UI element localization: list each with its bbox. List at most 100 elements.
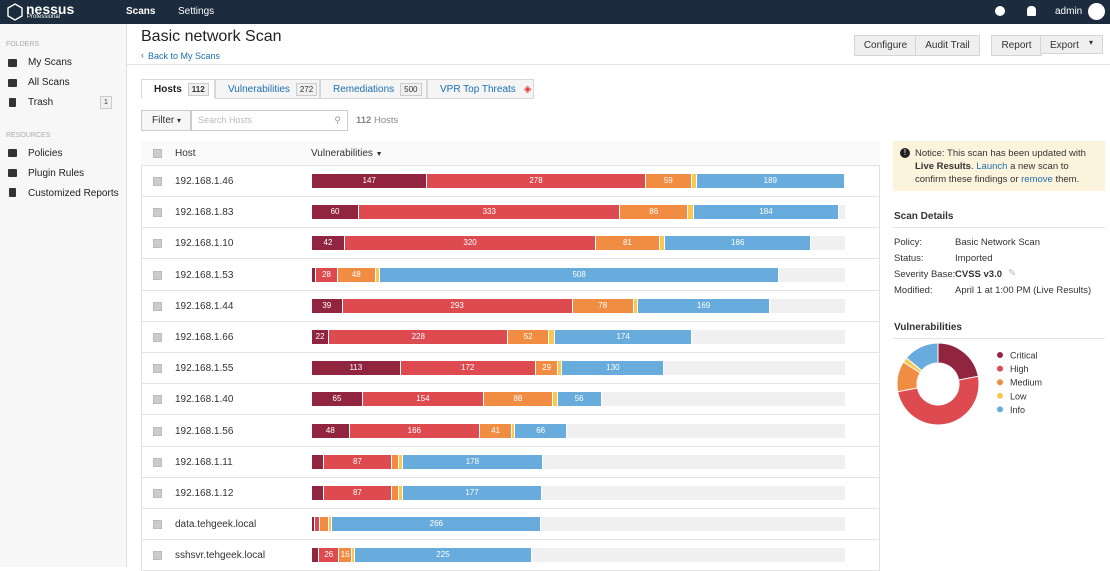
- sidebar-link[interactable]: Trash: [28, 97, 54, 108]
- logo: nessus: [26, 1, 75, 17]
- sidebar-link[interactable]: Plugin Rules: [28, 168, 85, 179]
- host-name: 192.168.1.46: [175, 176, 234, 187]
- sidebar-link[interactable]: Policies: [28, 148, 63, 159]
- button[interactable]: Audit Trail: [915, 35, 980, 56]
- tab[interactable]: Hosts 112: [141, 79, 215, 99]
- back-link[interactable]: Back to My Scans: [148, 51, 221, 61]
- severity-bar: [312, 548, 320, 563]
- checkbox[interactable]: [153, 208, 162, 218]
- sidebar-heading: RESOURCES: [6, 132, 51, 139]
- table-row[interactable]: 192.168.1.83 60 333 86 184: [141, 197, 880, 229]
- checkbox[interactable]: [153, 301, 162, 311]
- host-name: 192.168.1.12: [175, 488, 234, 499]
- tab[interactable]: Remediations 500: [320, 79, 427, 99]
- result-count: 112 Hosts: [356, 115, 398, 126]
- table-row[interactable]: 192.168.1.10 42 320 81 186: [141, 228, 880, 260]
- detail-value: April 1 at 1:00 PM (Live Results): [955, 285, 1092, 296]
- column-header[interactable]: Vulnerabilities ▼: [311, 148, 383, 159]
- sidebar-link[interactable]: My Scans: [28, 57, 72, 68]
- severity-bar: [399, 486, 404, 500]
- search-input[interactable]: Search Hosts ⚲: [191, 110, 348, 131]
- table-row[interactable]: 192.168.1.12 87 177: [141, 478, 880, 509]
- host-name: 192.168.1.55: [175, 363, 234, 375]
- bar-label: 184: [759, 207, 773, 217]
- sidebar-link[interactable]: Customized Reports: [28, 188, 119, 199]
- checkbox[interactable]: [153, 239, 162, 249]
- notice-text: a new scan to confirm these findings or: [915, 161, 1069, 185]
- checkbox[interactable]: [153, 520, 162, 530]
- checkbox[interactable]: [153, 457, 162, 467]
- button[interactable]: Export: [1040, 35, 1103, 54]
- bar-label: 113: [349, 363, 363, 373]
- bell-icon[interactable]: [1027, 6, 1036, 16]
- severity-bar: 78: [572, 298, 634, 313]
- checkbox[interactable]: [153, 551, 162, 561]
- bar-label: 87: [352, 456, 362, 466]
- checkbox[interactable]: [153, 426, 162, 436]
- remove-link[interactable]: remove: [1021, 174, 1053, 185]
- checkbox[interactable]: [153, 270, 162, 280]
- bar-track: 48 166 41 66: [312, 423, 845, 438]
- severity-bar: 154: [363, 392, 484, 407]
- severity-bar: 320: [344, 236, 597, 251]
- edition: Professional: [27, 14, 61, 20]
- vulnerabilities-chart: Critical High Medium Low Info: [896, 342, 1042, 426]
- severity-bar: 22: [312, 330, 330, 344]
- bar-label: 266: [429, 519, 443, 529]
- checkbox[interactable]: [153, 177, 162, 186]
- button[interactable]: Configure: [854, 35, 917, 56]
- severity-bar: 130: [562, 361, 665, 376]
- table-row[interactable]: 192.168.1.40 65 154 88 56: [141, 384, 880, 416]
- checkbox[interactable]: [153, 149, 162, 158]
- filter-button[interactable]: Filter ▾: [141, 110, 191, 131]
- detail-label: Policy:: [894, 237, 922, 248]
- nav-tab[interactable]: Scans: [126, 6, 156, 17]
- shield-icon: ◈: [523, 84, 532, 95]
- table-row[interactable]: 192.168.1.66 22 228 52 174: [141, 322, 880, 353]
- severity-bar: 166: [349, 423, 480, 438]
- bar-label: 59: [663, 176, 673, 185]
- table-row[interactable]: 192.168.1.11 87 178: [141, 447, 880, 478]
- checkbox[interactable]: [153, 364, 162, 374]
- table-row[interactable]: 192.168.1.55 113 172 29 130: [141, 353, 880, 385]
- back-arrow[interactable]: ‹: [141, 50, 144, 60]
- table-row[interactable]: data.tehgeek.local 266: [141, 509, 880, 541]
- host-name: sshsvr.tehgeek.local: [175, 550, 266, 562]
- edit-icon[interactable]: ✎: [1008, 268, 1017, 279]
- severity-bar: [633, 298, 638, 313]
- table-row[interactable]: sshsvr.tehgeek.local 26 16 225: [141, 540, 880, 571]
- severity-bar: [315, 517, 320, 532]
- severity-bar: 293: [342, 298, 573, 313]
- table-header: Host Vulnerabilities ▼: [141, 141, 880, 166]
- help-icon[interactable]: [995, 6, 1005, 16]
- severity-bar: 42: [312, 236, 345, 251]
- bar-label: 22: [315, 332, 325, 341]
- bar-label: 42: [323, 238, 333, 248]
- dropdown-caret[interactable]: ▾: [1089, 38, 1094, 47]
- checkbox[interactable]: [153, 395, 162, 405]
- launch-link[interactable]: Launch: [976, 161, 1008, 172]
- table-row[interactable]: 192.168.1.56 48 166 41 66: [141, 416, 880, 447]
- table-row[interactable]: 192.168.1.46 147 278 59 189: [141, 166, 880, 197]
- tab[interactable]: Vulnerabilities 272: [215, 79, 320, 99]
- checkbox[interactable]: [153, 333, 162, 342]
- avatar[interactable]: [1088, 3, 1105, 20]
- sidebar-link[interactable]: All Scans: [28, 77, 70, 88]
- bar-label: 169: [696, 300, 711, 310]
- column-header[interactable]: Host: [175, 148, 196, 159]
- severity-bar: 174: [555, 330, 692, 344]
- logo-icon: [7, 3, 23, 21]
- severity-bar: 225: [355, 548, 532, 563]
- severity-bar: 184: [694, 205, 839, 220]
- user-name[interactable]: admin: [1055, 6, 1083, 17]
- severity-bar: [375, 267, 381, 282]
- nav-tab[interactable]: Settings: [178, 6, 215, 17]
- tab[interactable]: VPR Top Threats ◈: [427, 79, 534, 99]
- bar-track: 147 278 59 189: [312, 174, 845, 188]
- severity-bar: 87: [323, 486, 393, 500]
- button[interactable]: Report: [991, 35, 1042, 56]
- checkbox[interactable]: [153, 489, 162, 498]
- table-row[interactable]: 192.168.1.44 39 293 78 169: [141, 291, 880, 322]
- table-row[interactable]: 192.168.1.53 28 48 508: [141, 260, 880, 291]
- bar-track: 22 228 52 174: [312, 330, 845, 344]
